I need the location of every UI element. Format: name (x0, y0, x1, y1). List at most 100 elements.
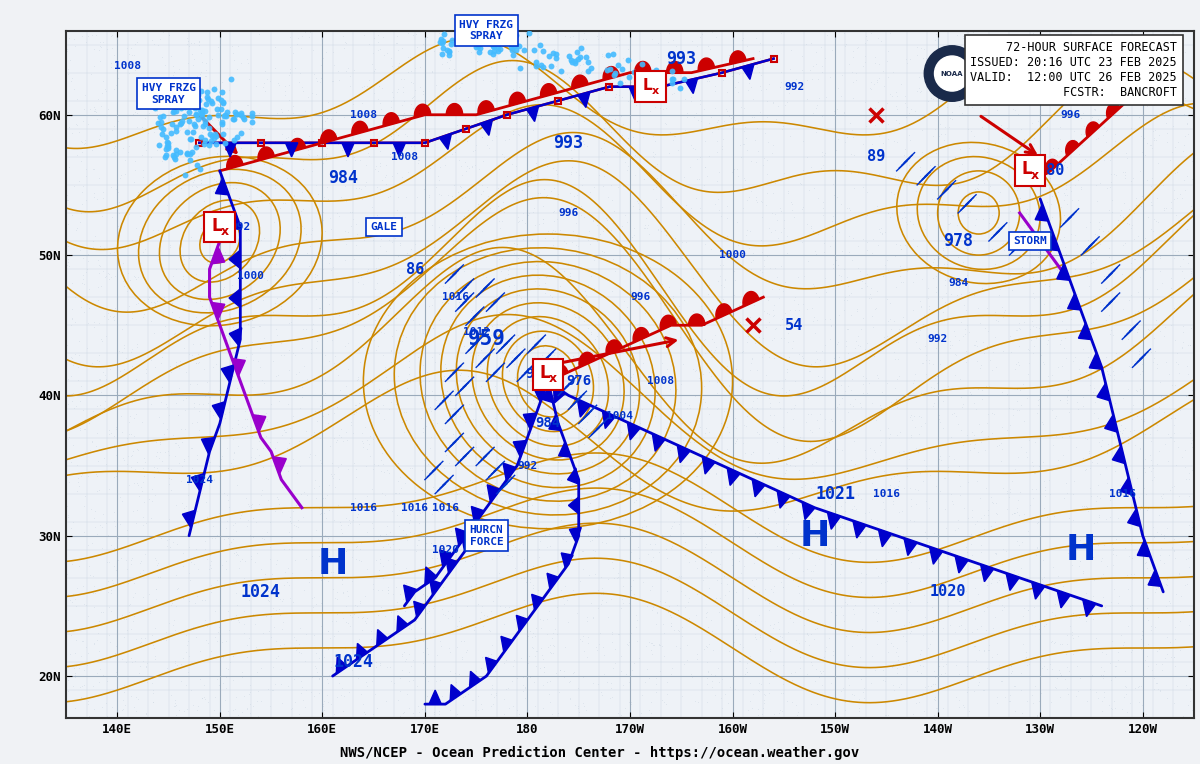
Point (1132, 358, 1151, 370)
Point (750, 382, 769, 394)
Point (532, 457, 551, 469)
Point (482, 639, 502, 651)
Point (505, 332, 524, 344)
Point (977, 527, 996, 539)
Point (880, 628, 899, 640)
Point (1174, 319, 1193, 332)
Point (412, 345, 431, 358)
Point (926, 280, 946, 293)
Point (1076, 366, 1096, 378)
Point (146, 435, 166, 448)
Point (929, 634, 948, 646)
Point (631, 108, 650, 121)
Point (1078, 270, 1097, 282)
Point (133, 519, 152, 531)
Point (202, 431, 221, 443)
Point (1081, 343, 1100, 355)
Point (935, 471, 954, 484)
Point (1114, 639, 1133, 651)
Point (461, 474, 480, 487)
Point (377, 694, 396, 707)
Point (503, 660, 522, 672)
Point (617, 638, 636, 650)
Point (1078, 432, 1097, 445)
Point (691, 94, 710, 106)
Point (868, 638, 887, 650)
Point (290, 366, 310, 378)
Point (364, 578, 383, 590)
Point (85, 601, 104, 613)
Point (686, 192, 706, 204)
Point (539, 347, 558, 359)
Point (588, 523, 607, 535)
Point (1078, 154, 1097, 166)
Point (953, 439, 972, 451)
Point (592, 330, 611, 342)
Point (118, 576, 137, 588)
Point (972, 359, 991, 371)
Point (592, 510, 611, 523)
Point (184, 699, 203, 711)
Point (931, 249, 950, 261)
Point (131, 557, 150, 569)
Point (708, 134, 727, 147)
Point (1016, 650, 1036, 662)
Point (742, 185, 761, 197)
Point (904, 276, 923, 288)
Point (206, 80, 226, 92)
Point (418, 642, 437, 654)
Point (1115, 636, 1134, 648)
Point (182, 126, 202, 138)
Point (342, 419, 361, 432)
Point (1064, 263, 1084, 275)
Point (653, 341, 672, 353)
Point (1158, 128, 1177, 140)
Point (1126, 193, 1145, 205)
Point (506, 160, 526, 173)
Point (1079, 31, 1098, 43)
Point (802, 532, 821, 544)
Point (148, 105, 167, 117)
Point (223, 245, 242, 257)
Point (941, 619, 960, 631)
Point (370, 529, 389, 542)
Point (751, 195, 770, 207)
Point (220, 146, 239, 158)
Point (772, 313, 791, 325)
Point (899, 604, 918, 617)
Point (739, 330, 758, 342)
Point (848, 167, 868, 179)
Point (1024, 132, 1043, 144)
Point (619, 54, 638, 66)
Point (353, 435, 372, 447)
Point (188, 321, 208, 333)
Point (547, 94, 566, 106)
Point (250, 497, 269, 510)
Point (504, 237, 523, 249)
Point (848, 40, 868, 53)
Point (929, 138, 948, 150)
Point (229, 40, 248, 52)
Point (571, 66, 590, 78)
Point (628, 71, 647, 83)
Point (835, 596, 854, 608)
Point (1147, 297, 1166, 309)
Point (1009, 509, 1028, 521)
Point (1025, 63, 1044, 76)
Point (846, 108, 865, 121)
Point (1067, 441, 1086, 453)
Point (409, 318, 428, 330)
Point (1166, 166, 1186, 178)
Point (287, 520, 306, 533)
Point (778, 406, 797, 419)
Point (664, 290, 683, 302)
Point (599, 108, 618, 120)
Point (529, 272, 548, 284)
Point (164, 697, 184, 709)
Point (410, 397, 430, 409)
Point (925, 397, 944, 409)
Point (1166, 588, 1186, 600)
Point (505, 384, 524, 397)
Point (695, 332, 714, 345)
Point (218, 338, 238, 350)
